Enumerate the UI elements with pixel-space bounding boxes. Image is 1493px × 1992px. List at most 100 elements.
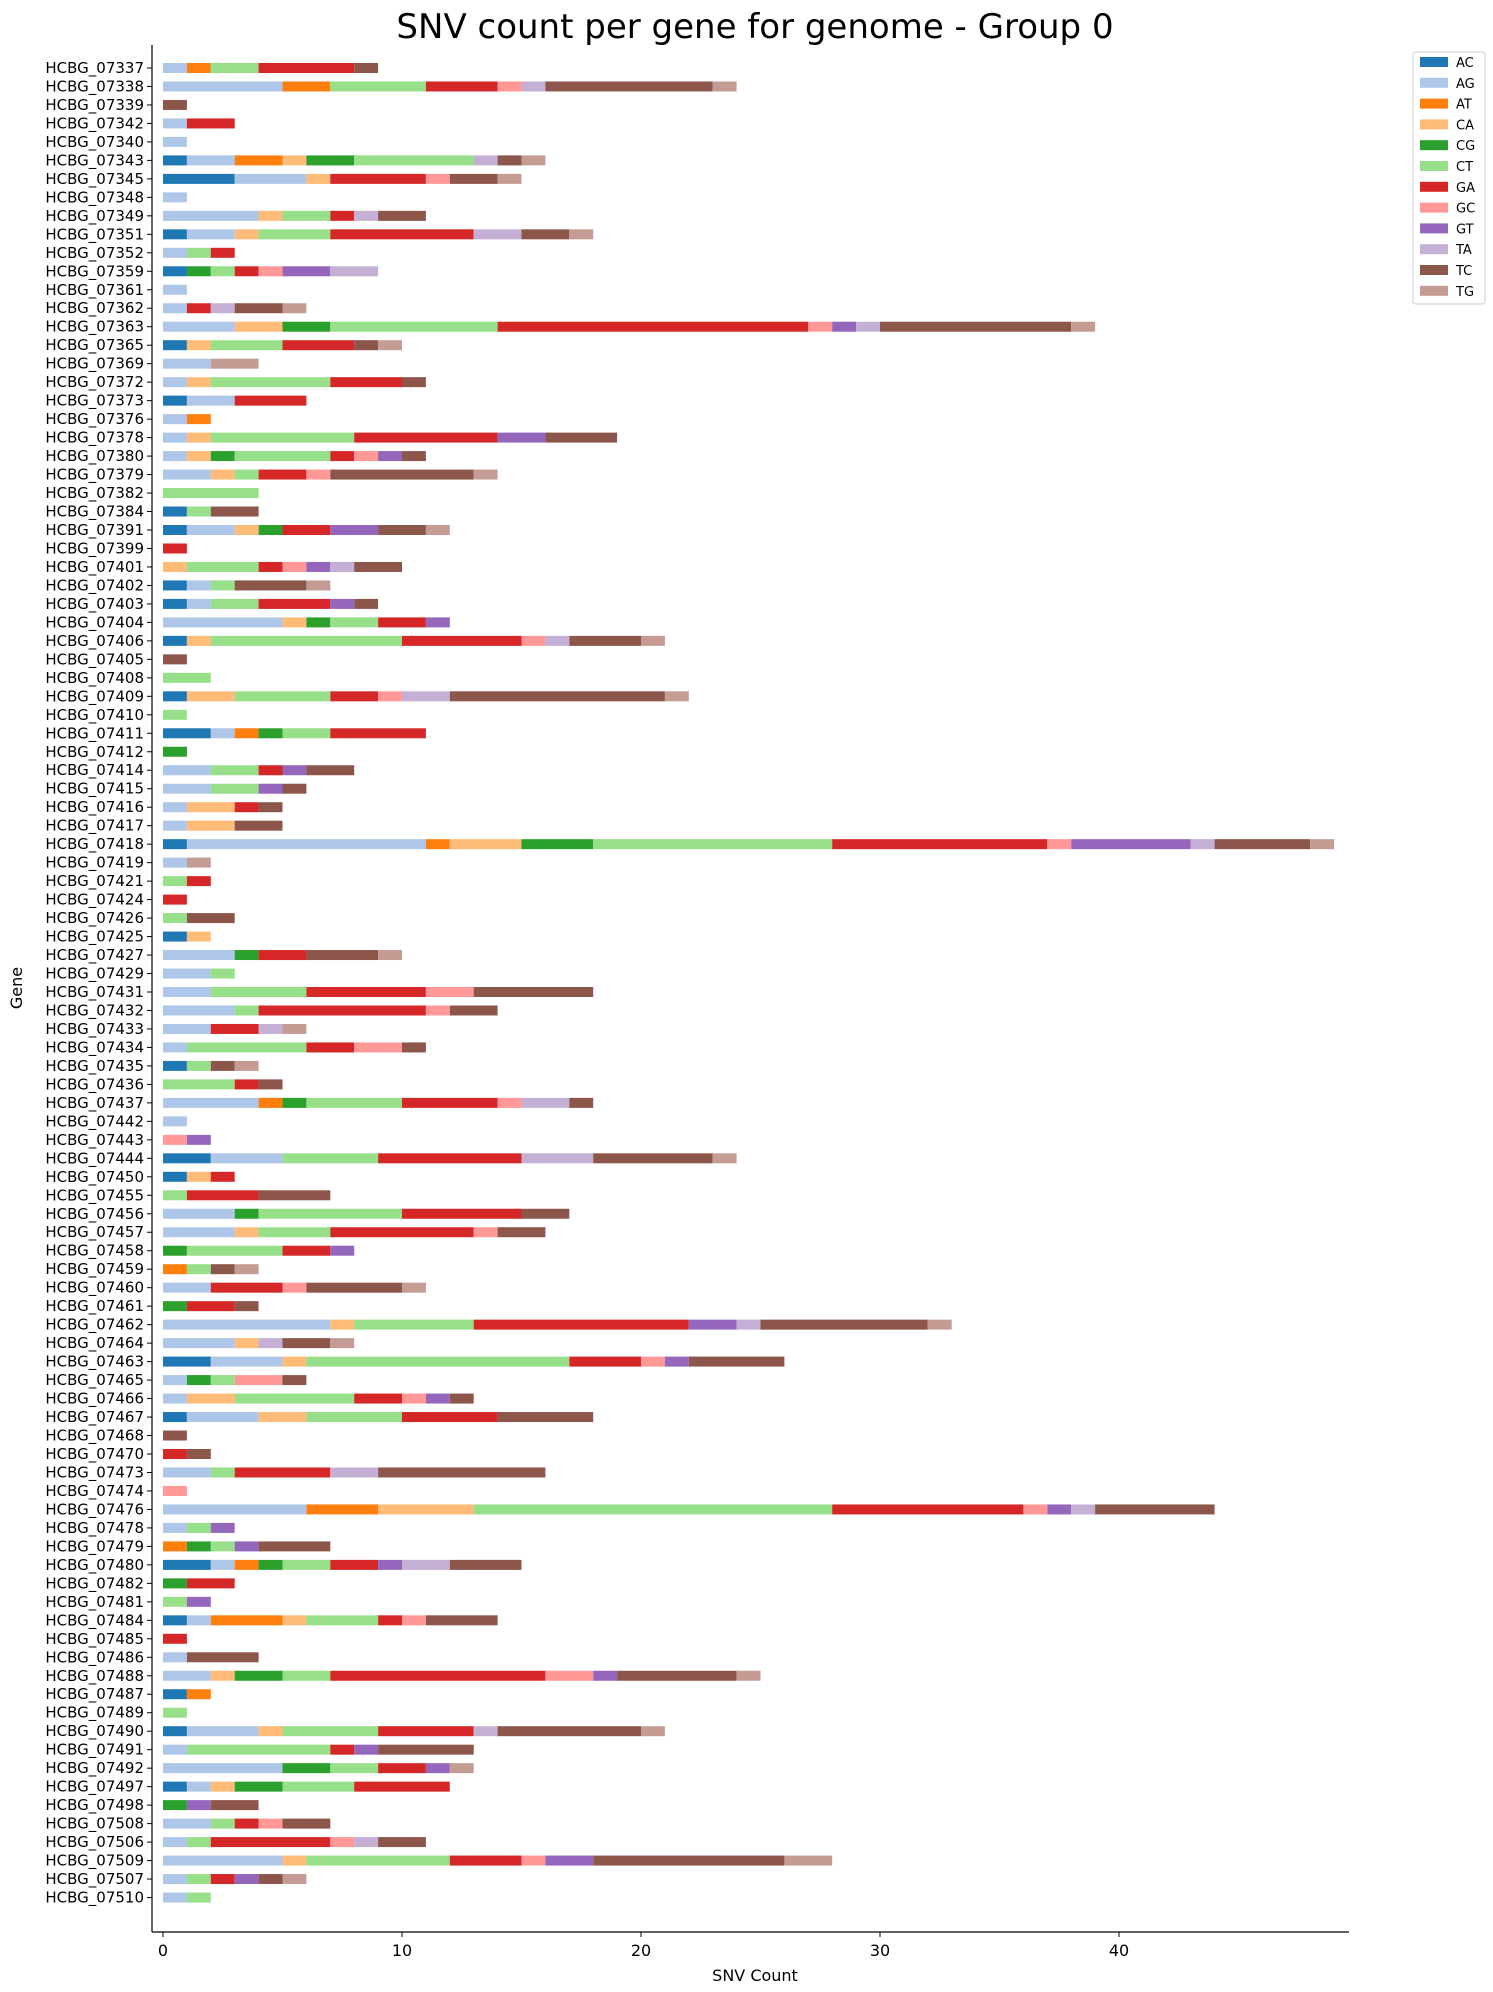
- bar-segment-ac-hcbg_07467: [163, 1412, 187, 1423]
- bar-segment-ag-hcbg_07506: [163, 1837, 187, 1848]
- bar-segment-tc-hcbg_07339: [163, 99, 187, 110]
- bar-segment-ct-hcbg_07490: [282, 1726, 379, 1737]
- bar-segment-ag-hcbg_07491: [163, 1744, 187, 1755]
- legend-label-tg: TG: [1455, 285, 1474, 300]
- y-tick-label: HCBG_07444: [45, 1149, 144, 1168]
- bar-segment-ag-hcbg_07378: [163, 432, 187, 443]
- y-tick-label: HCBG_07412: [45, 743, 144, 762]
- bar-segment-tg-hcbg_07402: [306, 580, 331, 591]
- y-tick-label: HCBG_07458: [45, 1242, 144, 1261]
- y-tick-label: HCBG_07467: [45, 1408, 144, 1427]
- bar-segment-ag-hcbg_07403: [186, 598, 211, 609]
- legend-label-tc: TC: [1455, 264, 1472, 279]
- bar-segment-ca-hcbg_07406: [186, 635, 211, 646]
- bar-segment-cg-hcbg_07465: [186, 1375, 211, 1386]
- bar-segment-ta-hcbg_07464: [258, 1338, 283, 1349]
- bar-segment-cg-hcbg_07492: [282, 1763, 331, 1774]
- bar-segment-ag-hcbg_07431: [163, 987, 211, 997]
- bar-segment-ct-hcbg_07437: [306, 1097, 402, 1108]
- bar-segment-ct-hcbg_07479: [210, 1541, 235, 1552]
- bar-segment-tg-hcbg_07379: [473, 469, 498, 480]
- bar-segment-cg-hcbg_07482: [163, 1578, 187, 1589]
- y-tick-label: HCBG_07508: [45, 1815, 144, 1834]
- y-tick-label: HCBG_07338: [45, 77, 144, 96]
- bar-segment-ag-hcbg_07460: [163, 1282, 211, 1293]
- bar-segment-at-hcbg_07337: [186, 63, 211, 73]
- bar-segment-cg-hcbg_07497: [234, 1781, 283, 1792]
- bar-segment-cg-hcbg_07380: [210, 451, 235, 462]
- bar-segment-gc-hcbg_07437: [497, 1097, 522, 1108]
- bar-segment-gt-hcbg_07491: [354, 1744, 379, 1755]
- bar-segment-ta-hcbg_07409: [402, 691, 450, 702]
- y-tick-label: HCBG_07349: [45, 207, 144, 226]
- bar-segment-ag-hcbg_07369: [163, 358, 211, 369]
- y-tick-label: HCBG_07437: [45, 1094, 144, 1113]
- bar-segment-ca-hcbg_07363: [234, 321, 283, 332]
- bar-segment-ag-hcbg_07486: [163, 1652, 187, 1663]
- y-axis-label: Gene: [7, 967, 26, 1009]
- bar-segment-ga-hcbg_07437: [402, 1097, 498, 1108]
- legend-label-ga: GA: [1456, 181, 1475, 196]
- bar-segment-gt-hcbg_07488: [593, 1670, 618, 1681]
- bar-segment-tc-hcbg_07416: [258, 802, 283, 813]
- x-tick-label: 20: [631, 1941, 651, 1960]
- y-tick-label: HCBG_07476: [45, 1500, 144, 1519]
- y-tick-label: HCBG_07402: [45, 576, 144, 595]
- bar-segment-ct-hcbg_07338: [330, 81, 426, 92]
- bar-segment-ct-hcbg_07403: [210, 598, 259, 609]
- bar-segment-tg-hcbg_07351: [569, 229, 594, 240]
- y-tick-label: HCBG_07352: [45, 244, 144, 263]
- bar-segment-ag-hcbg_07348: [163, 192, 187, 203]
- bar-segment-gt-hcbg_07378: [497, 432, 546, 443]
- bar-segment-cg-hcbg_07488: [234, 1670, 283, 1681]
- bar-segment-tg-hcbg_07391: [425, 525, 450, 535]
- bar-segment-gc-hcbg_07359: [258, 266, 283, 277]
- y-tick-label: HCBG_07432: [45, 1001, 144, 1020]
- bar-segment-cg-hcbg_07461: [163, 1301, 187, 1312]
- bar-segment-ca-hcbg_07409: [186, 691, 235, 702]
- bar-segment-ga-hcbg_07404: [378, 617, 426, 628]
- y-tick-label: HCBG_07462: [45, 1316, 144, 1335]
- bar-segment-tc-hcbg_07431: [473, 987, 594, 997]
- bar-segment-gc-hcbg_07434: [354, 1042, 402, 1053]
- bar-segment-tc-hcbg_07402: [234, 580, 307, 591]
- bar-segment-tc-hcbg_07406: [569, 635, 641, 646]
- bar-segment-ga-hcbg_07372: [330, 377, 402, 388]
- bar-segment-ct-hcbg_07507: [186, 1874, 211, 1885]
- bar-segment-ga-hcbg_07418: [832, 839, 1048, 850]
- bar-segment-ag-hcbg_07404: [163, 617, 283, 628]
- y-tick-label: HCBG_07464: [45, 1334, 144, 1353]
- bar-segment-ga-hcbg_07436: [234, 1079, 259, 1090]
- bar-segment-ga-hcbg_07365: [282, 340, 355, 351]
- bar-segment-cg-hcbg_07456: [234, 1208, 259, 1219]
- bar-segment-tg-hcbg_07462: [927, 1319, 952, 1330]
- legend-swatch-ct: [1420, 161, 1448, 171]
- bar-segment-tc-hcbg_07463: [688, 1356, 785, 1367]
- y-tick-label: HCBG_07384: [45, 503, 144, 522]
- bar-segment-ca-hcbg_07490: [258, 1726, 283, 1737]
- bar-segment-tc-hcbg_07380: [402, 451, 426, 462]
- bar-segment-ca-hcbg_07378: [186, 432, 211, 443]
- bar-segment-at-hcbg_07480: [234, 1559, 259, 1570]
- bar-segment-ca-hcbg_07401: [163, 561, 187, 572]
- y-tick-label: HCBG_07485: [45, 1630, 144, 1649]
- bar-segment-at-hcbg_07411: [234, 728, 259, 739]
- bar-segment-ag-hcbg_07402: [186, 580, 211, 591]
- bar-segment-ac-hcbg_07343: [163, 155, 187, 166]
- bar-segment-ct-hcbg_07431: [210, 987, 307, 997]
- bar-segment-ta-hcbg_07363: [856, 321, 880, 332]
- bar-segment-gc-hcbg_07431: [425, 987, 474, 997]
- bar-segment-tc-hcbg_07351: [521, 229, 570, 240]
- y-tick-label: HCBG_07410: [45, 706, 144, 725]
- legend-label-ca: CA: [1456, 118, 1474, 133]
- bar-segment-tg-hcbg_07343: [521, 155, 546, 166]
- bar-segment-gc-hcbg_07465: [234, 1375, 283, 1386]
- bar-segment-at-hcbg_07476: [306, 1504, 379, 1515]
- y-tick-label: HCBG_07363: [45, 318, 144, 337]
- bar-segment-ag-hcbg_07416: [163, 802, 187, 813]
- y-tick-label: HCBG_07408: [45, 669, 144, 688]
- bar-segment-tc-hcbg_07457: [497, 1227, 546, 1238]
- y-tick-label: HCBG_07498: [45, 1796, 144, 1815]
- bar-segment-ct-hcbg_07506: [186, 1837, 211, 1848]
- bar-segment-ac-hcbg_07425: [163, 931, 187, 942]
